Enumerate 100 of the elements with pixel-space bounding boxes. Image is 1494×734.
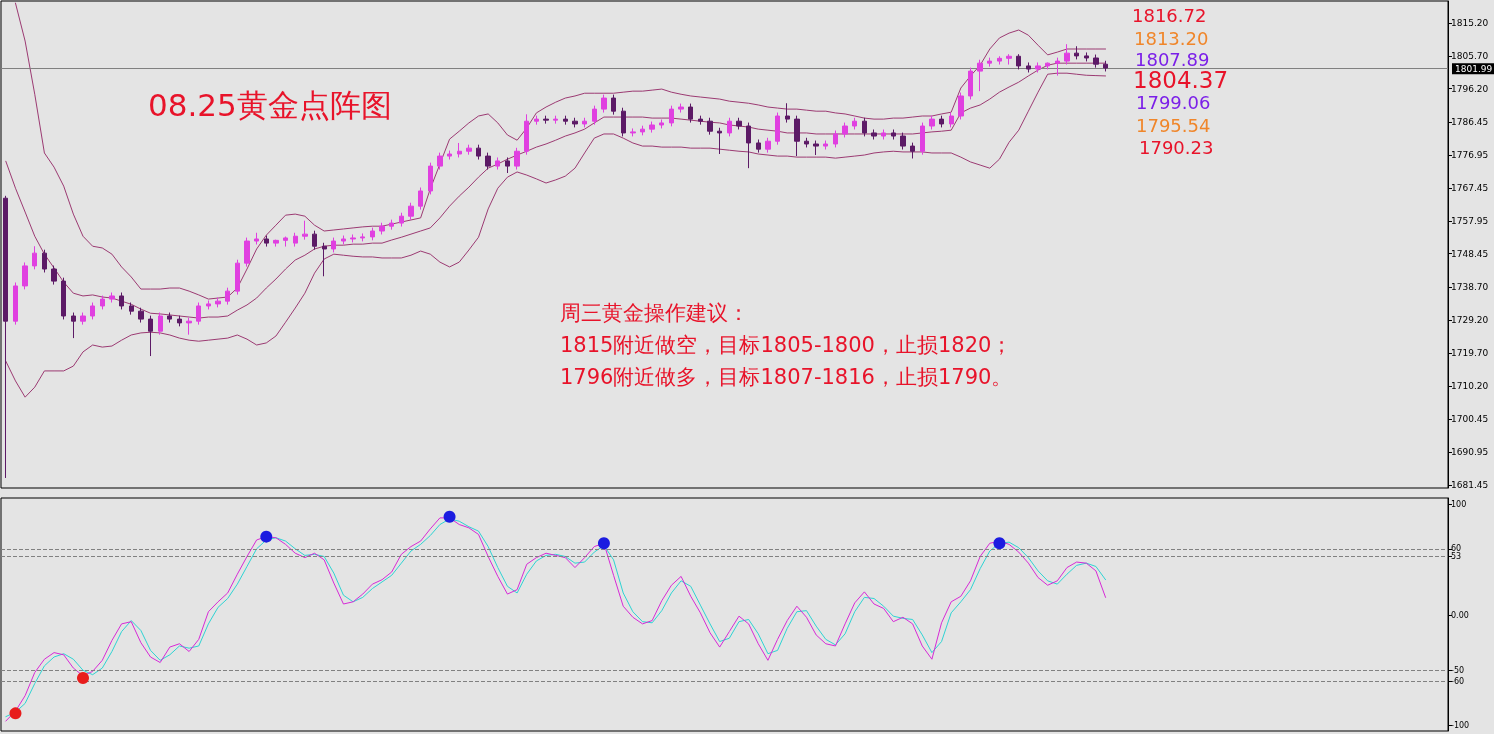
candlestick <box>534 115 539 126</box>
candlestick <box>322 242 327 277</box>
candlestick <box>379 222 385 235</box>
candlestick <box>871 128 877 140</box>
candlestick <box>669 105 674 127</box>
candlestick <box>148 315 153 357</box>
text: 1813.20 <box>1134 27 1209 49</box>
y-tick-label: 1786.45 <box>1451 117 1489 128</box>
candlestick <box>437 152 443 171</box>
candlestick <box>611 94 616 116</box>
y-tick-label: 1776.95 <box>1451 150 1489 161</box>
candlestick <box>71 312 76 339</box>
candlestick <box>659 118 664 129</box>
candlestick <box>1103 60 1108 72</box>
y-tick-label: 60 <box>1451 544 1462 554</box>
point <box>9 707 22 720</box>
candlestick <box>505 156 510 174</box>
candlestick <box>177 315 182 327</box>
candlestick <box>1064 43 1070 66</box>
candlestick <box>283 236 288 248</box>
y-tick-label: 0.00 <box>1451 610 1469 620</box>
candlestick <box>543 115 549 125</box>
candlestick <box>32 245 37 270</box>
candlestick <box>254 232 259 245</box>
candlestick <box>678 103 684 114</box>
candlestick <box>949 112 954 128</box>
ref-line-label: 1801.99 <box>1455 63 1493 74</box>
candlestick <box>389 219 394 231</box>
candlestick <box>196 302 201 326</box>
y-tick-label: 53 <box>1451 552 1462 562</box>
y-tick-label: -60 <box>1451 676 1465 686</box>
candlestick <box>167 312 172 324</box>
candlestick <box>90 302 95 320</box>
candlestick <box>968 67 973 100</box>
candlestick <box>688 103 693 124</box>
candlestick <box>3 195 8 479</box>
candlestick <box>129 302 134 316</box>
y-tick-label: 1719.70 <box>1451 347 1489 358</box>
candlestick <box>920 122 925 156</box>
candlestick <box>235 259 240 296</box>
candlestick <box>900 132 906 151</box>
candlestick <box>225 287 230 306</box>
candlestick <box>881 128 886 140</box>
candlestick <box>186 317 192 336</box>
text: 1816.72 <box>1132 4 1207 26</box>
point <box>597 537 610 550</box>
y-tick-label: 1729.20 <box>1451 315 1489 326</box>
candlestick <box>447 150 452 161</box>
candlestick <box>119 292 124 310</box>
annotation: 1796附近做多，目标1807-1816，止损1790。 <box>560 364 1013 389</box>
candlestick <box>293 232 298 248</box>
candlestick <box>331 237 336 253</box>
candlestick <box>958 92 964 120</box>
candlestick <box>341 235 346 245</box>
candlestick <box>649 121 655 134</box>
point <box>77 672 89 684</box>
point <box>443 510 456 523</box>
y-tick-label: 1805.70 <box>1451 50 1489 61</box>
y-tick-label: 1757.95 <box>1451 215 1489 226</box>
annotation: 1815附近做空，目标1805-1800，止损1820； <box>560 332 1013 357</box>
candlestick <box>717 127 722 155</box>
y-tick-label: 1700.45 <box>1451 414 1489 425</box>
candlestick <box>929 115 935 130</box>
candlestick <box>842 122 848 138</box>
candlestick <box>42 249 47 273</box>
candlestick <box>1045 61 1050 70</box>
candlestick <box>804 137 809 148</box>
candlestick <box>476 144 481 161</box>
candlestick <box>794 115 800 157</box>
text: 1790.23 <box>1139 136 1214 158</box>
candlestick <box>736 117 742 130</box>
y-tick-label: 100 <box>1451 500 1467 510</box>
candlestick <box>485 152 491 171</box>
candlestick <box>514 147 520 171</box>
y-tick-label: -100 <box>1451 720 1470 730</box>
candlestick <box>22 261 28 290</box>
candlestick <box>775 112 780 146</box>
point <box>260 530 273 543</box>
candlestick <box>524 113 529 156</box>
y-tick-label: 1815.20 <box>1451 18 1489 29</box>
candlestick <box>244 237 250 268</box>
candlestick <box>997 55 1002 66</box>
candlestick <box>350 233 356 243</box>
candlestick <box>852 117 857 130</box>
candlestick <box>1035 61 1041 73</box>
text: 1799.06 <box>1136 91 1211 113</box>
text: 08.25黄金点阵图 <box>148 86 392 123</box>
candlestick <box>910 142 915 159</box>
candlestick <box>51 265 57 286</box>
candlestick <box>399 212 404 228</box>
candlestick <box>813 140 819 156</box>
point <box>993 537 1006 550</box>
candlestick <box>1074 45 1079 60</box>
candlestick <box>707 117 713 136</box>
candlestick <box>158 312 163 336</box>
candlestick <box>61 277 66 320</box>
candlestick <box>1084 51 1089 62</box>
candlestick <box>428 162 433 195</box>
candlestick <box>572 117 578 128</box>
candlestick <box>601 94 607 114</box>
